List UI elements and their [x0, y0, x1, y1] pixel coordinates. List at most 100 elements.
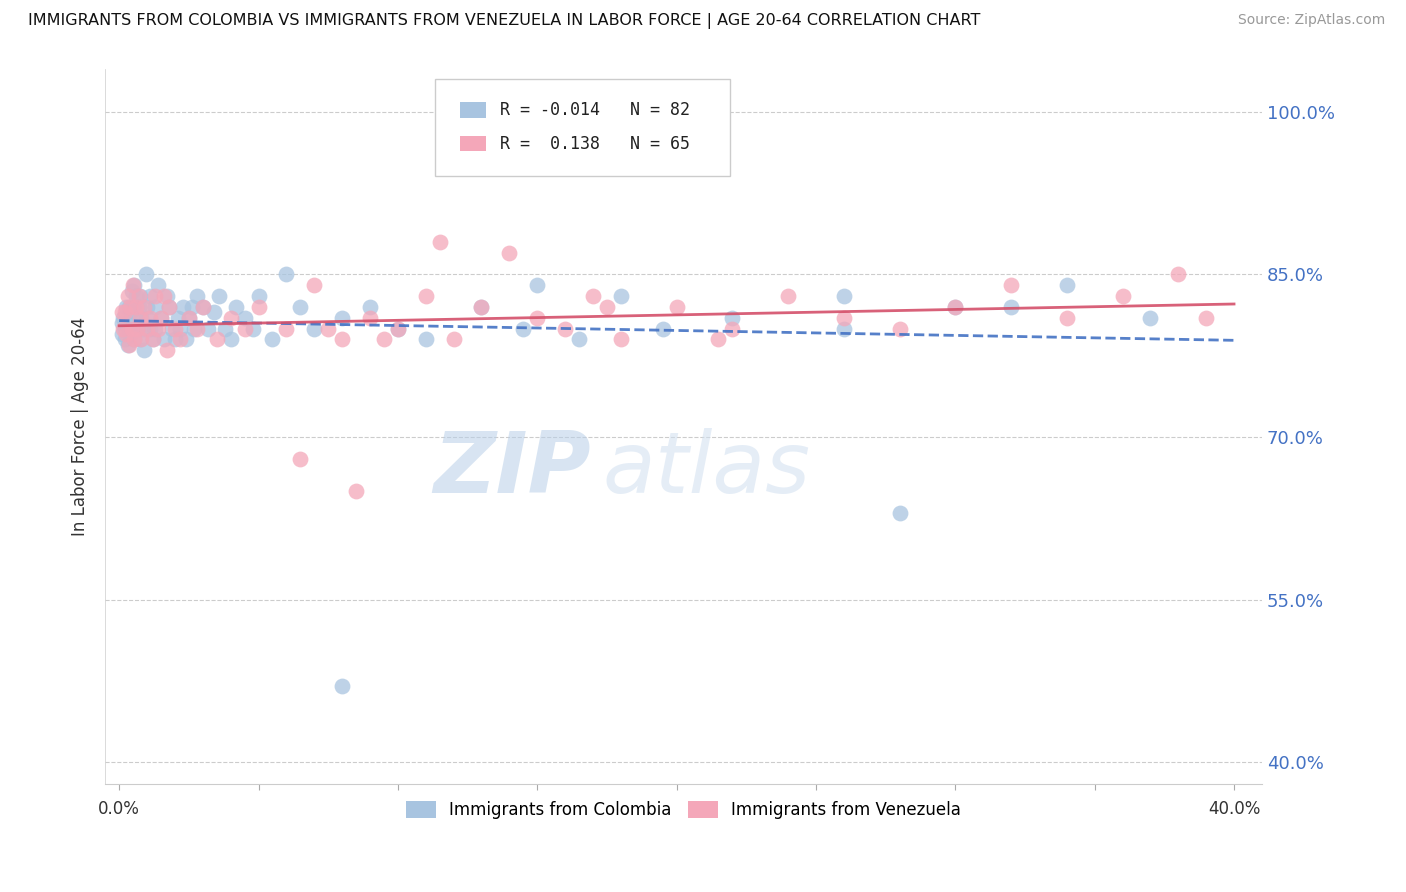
Point — [197, 321, 219, 335]
Point — [122, 300, 145, 314]
Point — [304, 278, 326, 293]
Point — [115, 326, 138, 341]
Point — [1000, 278, 1022, 293]
Point — [219, 310, 242, 325]
Point — [568, 333, 591, 347]
FancyBboxPatch shape — [460, 136, 485, 152]
Text: Source: ZipAtlas.com: Source: ZipAtlas.com — [1237, 13, 1385, 28]
Text: ZIP: ZIP — [433, 427, 591, 510]
Point — [1139, 310, 1161, 325]
Point — [177, 310, 200, 325]
Legend: Immigrants from Colombia, Immigrants from Venezuela: Immigrants from Colombia, Immigrants fro… — [399, 794, 967, 825]
Point — [134, 343, 156, 358]
Point — [242, 321, 264, 335]
Point — [131, 333, 153, 347]
Point — [247, 289, 270, 303]
Point — [120, 305, 142, 319]
Point — [316, 321, 339, 335]
Point — [128, 289, 150, 303]
Point — [155, 343, 177, 358]
Point — [582, 289, 605, 303]
Point — [610, 289, 633, 303]
Point — [943, 300, 966, 314]
Point — [160, 321, 183, 335]
Point — [247, 300, 270, 314]
Point — [121, 284, 143, 298]
Point — [889, 321, 911, 335]
Point — [470, 300, 492, 314]
FancyBboxPatch shape — [434, 79, 730, 176]
Point — [429, 235, 451, 249]
Point — [128, 300, 150, 314]
Point — [124, 333, 146, 347]
Point — [125, 289, 148, 303]
Point — [214, 321, 236, 335]
Point — [118, 300, 141, 314]
Point — [139, 310, 162, 325]
Point — [149, 310, 172, 325]
Point — [1111, 289, 1133, 303]
Point — [191, 300, 214, 314]
Point — [610, 333, 633, 347]
Point — [131, 310, 153, 325]
Text: IMMIGRANTS FROM COLOMBIA VS IMMIGRANTS FROM VENEZUELA IN LABOR FORCE | AGE 20-64: IMMIGRANTS FROM COLOMBIA VS IMMIGRANTS F… — [28, 13, 980, 29]
Point — [387, 321, 409, 335]
Text: R =  0.138   N = 65: R = 0.138 N = 65 — [499, 135, 689, 153]
Point — [1167, 268, 1189, 282]
Point — [117, 316, 139, 330]
Point — [290, 300, 312, 314]
Point — [118, 321, 141, 335]
Point — [146, 321, 169, 335]
Point — [136, 310, 159, 325]
Point — [415, 333, 437, 347]
Point — [145, 289, 167, 303]
Point — [111, 316, 134, 330]
Point — [139, 289, 162, 303]
Point — [707, 333, 730, 347]
Point — [276, 268, 298, 282]
Point — [121, 321, 143, 335]
Point — [111, 305, 134, 319]
Point — [135, 268, 157, 282]
Point — [112, 321, 135, 335]
Point — [191, 300, 214, 314]
Point — [778, 289, 800, 303]
Point — [132, 321, 155, 335]
Point — [149, 310, 172, 325]
Point — [177, 310, 200, 325]
Point — [596, 300, 619, 314]
Point — [152, 289, 174, 303]
Point — [129, 310, 152, 325]
Point — [127, 321, 149, 335]
Point — [1195, 310, 1218, 325]
Point — [208, 289, 231, 303]
Point — [166, 310, 188, 325]
Text: R = -0.014   N = 82: R = -0.014 N = 82 — [499, 101, 689, 119]
Point — [304, 321, 326, 335]
Point — [186, 289, 208, 303]
Point — [359, 300, 381, 314]
Point — [330, 310, 353, 325]
Point — [152, 333, 174, 347]
Point — [526, 278, 548, 293]
Point — [233, 321, 256, 335]
Point — [387, 321, 409, 335]
Point — [117, 289, 139, 303]
Point — [163, 333, 186, 347]
Point — [129, 333, 152, 347]
Point — [512, 321, 534, 335]
Point — [262, 333, 284, 347]
Point — [129, 289, 152, 303]
Point — [889, 506, 911, 520]
Point — [124, 333, 146, 347]
Point — [186, 321, 208, 335]
Point — [1056, 310, 1078, 325]
Point — [832, 321, 855, 335]
Point — [118, 338, 141, 352]
Point — [163, 321, 186, 335]
Text: atlas: atlas — [603, 427, 811, 510]
Point — [114, 305, 136, 319]
Point — [139, 321, 162, 335]
Point — [172, 300, 194, 314]
Point — [359, 310, 381, 325]
